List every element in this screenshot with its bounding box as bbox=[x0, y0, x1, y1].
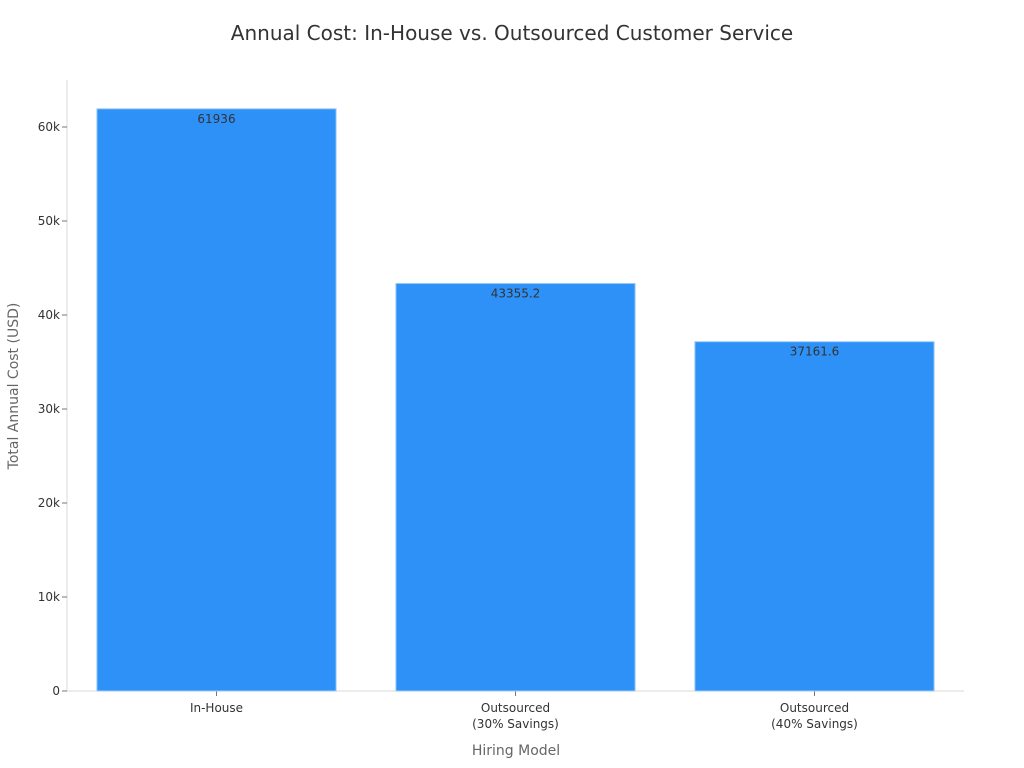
bar bbox=[395, 282, 636, 692]
bar-value-label: 43355.2 bbox=[491, 286, 541, 300]
y-tick-label: 50k bbox=[38, 214, 60, 228]
x-tick-label: In-House bbox=[190, 701, 243, 715]
y-tick-label: 0 bbox=[52, 684, 60, 698]
y-axis-title: Total Annual Cost (USD) bbox=[6, 303, 22, 471]
y-tick-label: 30k bbox=[38, 402, 60, 416]
x-tick-label: Outsourced bbox=[780, 701, 849, 715]
bars bbox=[96, 108, 935, 692]
y-tick-label: 40k bbox=[38, 308, 60, 322]
bar bbox=[694, 341, 935, 692]
x-tick-label: Outsourced bbox=[481, 701, 550, 715]
bar-value-label: 37161.6 bbox=[790, 345, 840, 359]
x-tick-label: (30% Savings) bbox=[472, 717, 559, 731]
y-tick-label: 60k bbox=[38, 120, 60, 134]
data-labels: 61936 43355.2 37161.6 bbox=[197, 112, 839, 359]
y-tick-label: 20k bbox=[38, 496, 60, 510]
x-axis: In-House Outsourced (30% Savings) Outsource… bbox=[67, 690, 964, 731]
y-axis: 0 10k 20k 30k 40k 50k 60k bbox=[38, 80, 68, 698]
x-axis-title: Hiring Model bbox=[472, 743, 560, 759]
chart-title: Annual Cost: In-House vs. Outsourced Cus… bbox=[231, 21, 793, 45]
y-tick-label: 10k bbox=[38, 590, 60, 604]
bar bbox=[96, 108, 337, 692]
x-tick-label: (40% Savings) bbox=[771, 717, 858, 731]
bar-value-label: 61936 bbox=[197, 112, 235, 126]
